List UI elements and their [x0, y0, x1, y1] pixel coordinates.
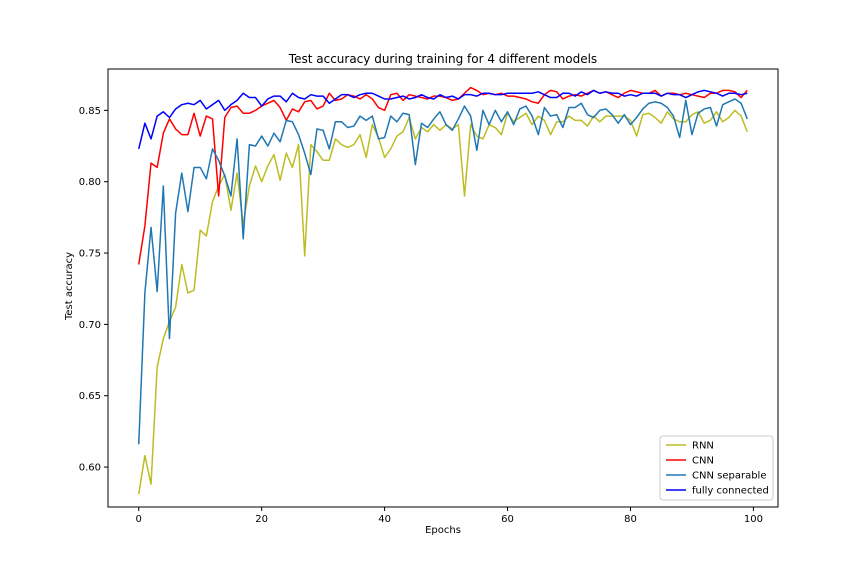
- legend-label-fully-connected: fully connected: [692, 486, 769, 497]
- y-tick-label: 0.65: [79, 391, 101, 402]
- legend-label-cnn-separable: CNN separable: [692, 471, 766, 482]
- plot-frame: [107, 68, 779, 508]
- chart-title: Test accuracy during training for 4 diff…: [288, 52, 597, 66]
- plot-area: [107, 68, 779, 508]
- x-tick-label: 40: [378, 514, 391, 525]
- y-tick-label: 0.60: [79, 463, 101, 474]
- x-tick-label: 80: [624, 514, 637, 525]
- x-tick-label: 0: [136, 514, 142, 525]
- x-tick-label: 20: [255, 514, 268, 525]
- y-tick-label: 0.85: [79, 106, 101, 117]
- y-tick-label: 0.80: [79, 177, 101, 188]
- legend-box: [659, 435, 774, 501]
- series-line-fully-connected: [138, 89, 748, 150]
- x-tick-label: 60: [501, 514, 514, 525]
- series-line-cnn-separable: [137, 98, 748, 445]
- y-axis-title: Test accuracy: [64, 252, 75, 321]
- x-axis-title: Epochs: [425, 525, 461, 536]
- x-tick-label: 100: [744, 514, 763, 525]
- series-layer: [137, 86, 748, 495]
- legend-label-rnn: RNN: [692, 441, 714, 452]
- legend: RNN CNN CNN separable fully connected: [659, 435, 774, 501]
- y-tick-label: 0.70: [79, 320, 101, 331]
- y-tick-label: 0.75: [79, 249, 101, 260]
- x-axis: 0 20 40 60 80 100: [136, 507, 763, 525]
- legend-label-cnn: CNN: [692, 456, 714, 467]
- plot-background: [108, 69, 778, 507]
- y-axis: 0.60 0.65 0.70 0.75 0.80 0.85: [79, 106, 108, 474]
